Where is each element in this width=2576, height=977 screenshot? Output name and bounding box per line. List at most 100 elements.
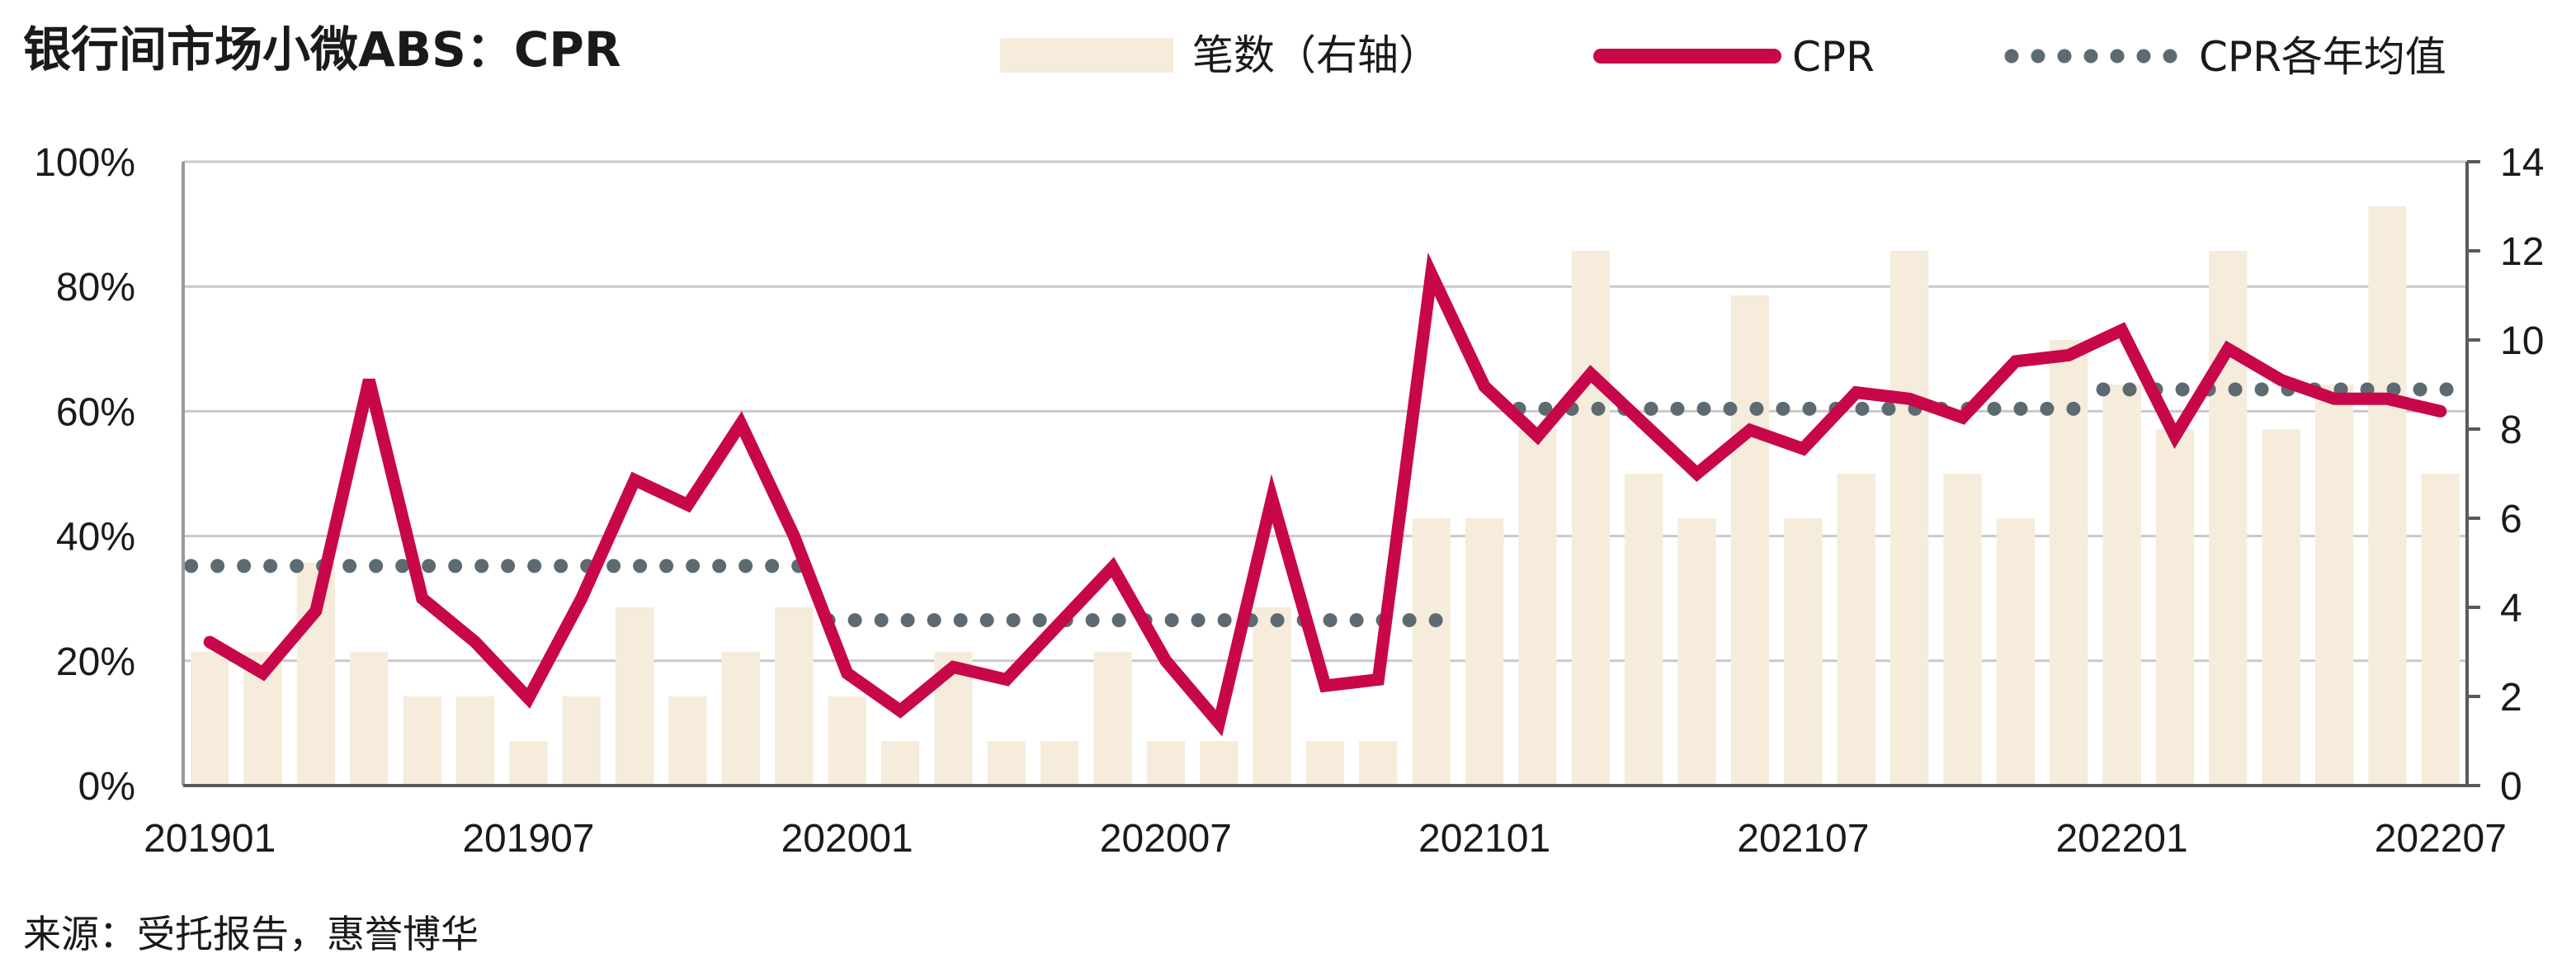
cpr-point xyxy=(1164,659,1167,662)
y-left-tick-label: 0% xyxy=(78,765,135,809)
cpr-point xyxy=(846,672,848,674)
y-right-tick-label: 14 xyxy=(2500,141,2544,185)
bar xyxy=(1784,518,1823,786)
cpr-point xyxy=(1005,678,1007,681)
y-right-tick-label: 0 xyxy=(2500,765,2522,809)
bar xyxy=(987,741,1026,786)
cpr-point xyxy=(1589,373,1592,375)
y-right-tick-label: 4 xyxy=(2500,587,2522,630)
bar xyxy=(403,696,441,786)
cpr-point xyxy=(2173,435,2176,437)
cpr-point xyxy=(952,666,955,668)
bar xyxy=(2262,429,2300,786)
bar xyxy=(455,696,495,786)
bar xyxy=(1200,741,1238,786)
cpr-point xyxy=(2333,398,2336,400)
legend-dot xyxy=(2136,49,2151,64)
source-note: 来源：受托报告，惠誉博华 xyxy=(23,912,479,956)
bar xyxy=(1571,251,1611,786)
bar xyxy=(2209,251,2248,786)
legend-label-cpr-mean: CPR各年均值 xyxy=(2199,33,2446,81)
cpr-point xyxy=(634,479,636,481)
cpr-point xyxy=(1696,473,1698,474)
bar xyxy=(1996,518,2036,786)
bar xyxy=(1040,741,1079,786)
cpr-point xyxy=(1908,398,1911,400)
cpr-point xyxy=(1748,429,1751,432)
legend-dot xyxy=(2057,49,2072,64)
x-tick-label: 201907 xyxy=(462,817,594,861)
x-tick-label: 202207 xyxy=(2375,817,2507,861)
bar xyxy=(1412,518,1451,786)
cpr-point xyxy=(1855,391,1857,394)
legend-swatch-cpr-mean xyxy=(2004,49,2177,64)
cpr-point xyxy=(2439,410,2442,413)
bar xyxy=(1518,429,1557,786)
legend-dot xyxy=(2110,49,2125,64)
cpr-point xyxy=(1111,566,1114,569)
y-tick-labels: 0% 20% 40% 60% 80% 100% 0 2 4 6 8 10 12 14 xyxy=(34,141,2544,809)
cpr-point xyxy=(686,503,689,506)
bar xyxy=(880,741,920,786)
x-tick-label: 202007 xyxy=(1100,817,1232,861)
x-tick-label: 202001 xyxy=(781,817,913,861)
cpr-point xyxy=(2068,354,2070,356)
cpr-point xyxy=(1802,447,1805,450)
bar xyxy=(2155,429,2195,786)
cpr-point xyxy=(1484,385,1486,388)
y-left-tick-label: 80% xyxy=(56,266,135,309)
cpr-point xyxy=(2014,360,2017,362)
bar xyxy=(1625,474,1663,786)
y-right-tick-label: 10 xyxy=(2500,319,2544,363)
cpr-point xyxy=(580,597,583,600)
bar xyxy=(721,652,761,786)
bar xyxy=(2102,385,2141,786)
y-right-tick-label: 12 xyxy=(2500,230,2544,274)
legend-dot xyxy=(2083,49,2098,64)
x-tick-labels: 201901 201907 202001 202007 202101 202107 2022… xyxy=(144,817,2507,861)
bar xyxy=(562,696,601,786)
bar xyxy=(1730,295,1770,786)
bar xyxy=(1890,251,1929,786)
cpr-point xyxy=(1059,622,1061,625)
legend-dot xyxy=(2163,49,2177,64)
bar xyxy=(1465,518,1504,786)
cpr-point xyxy=(899,710,902,712)
bar xyxy=(509,741,548,786)
y-right-tick-label: 2 xyxy=(2500,676,2522,720)
bar xyxy=(1943,474,1982,786)
legend: 笔数（右轴） CPR CPR各年均值 xyxy=(1000,31,2446,81)
cpr-point xyxy=(368,379,370,381)
bar xyxy=(1093,652,1132,786)
bar xyxy=(1359,741,1398,786)
x-tick-label: 202201 xyxy=(2055,817,2187,861)
bar xyxy=(615,607,654,786)
bar xyxy=(1253,607,1291,786)
cpr-point xyxy=(1536,435,1539,437)
cpr-point xyxy=(474,641,477,644)
bar xyxy=(2314,385,2354,786)
cpr-point xyxy=(209,641,211,644)
bar xyxy=(828,696,866,786)
bar xyxy=(2050,340,2088,786)
cpr-point xyxy=(1430,273,1432,276)
bar xyxy=(668,696,707,786)
cpr-point xyxy=(262,672,264,674)
cpr-point xyxy=(314,610,317,612)
x-tick-label: 202107 xyxy=(1737,817,1869,861)
legend-dot xyxy=(2004,49,2019,64)
bar xyxy=(1837,474,1875,786)
bar xyxy=(191,652,229,786)
cpr-point xyxy=(421,597,423,600)
bar xyxy=(350,652,389,786)
y-left-tick-label: 100% xyxy=(34,141,135,185)
cpr-point xyxy=(1377,678,1380,681)
legend-label-cpr: CPR xyxy=(1792,33,1875,81)
cpr-series xyxy=(203,252,2447,737)
legend-dot xyxy=(2031,49,2045,64)
cpr-point xyxy=(2121,329,2123,332)
bar xyxy=(2368,206,2407,786)
legend-swatch-count xyxy=(1000,38,1173,73)
x-tick-label: 202101 xyxy=(1418,817,1550,861)
